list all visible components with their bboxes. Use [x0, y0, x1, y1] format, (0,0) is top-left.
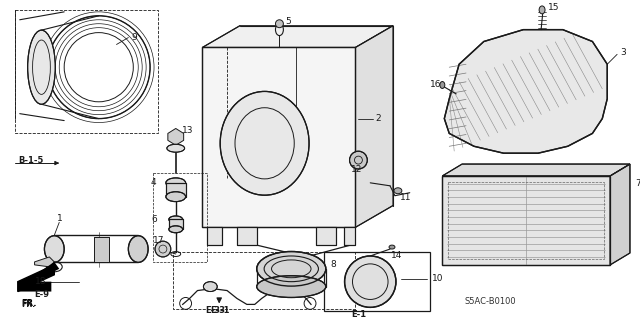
- Polygon shape: [316, 227, 336, 245]
- Text: FR.: FR.: [22, 299, 37, 308]
- Bar: [169, 219, 182, 229]
- Bar: [202, 48, 355, 227]
- Polygon shape: [237, 227, 257, 245]
- Ellipse shape: [539, 6, 545, 14]
- Polygon shape: [18, 265, 54, 292]
- Text: 1: 1: [57, 214, 63, 223]
- Text: E-1: E-1: [351, 310, 366, 319]
- Text: 18: 18: [35, 277, 46, 286]
- Bar: [94, 237, 109, 262]
- Text: 13: 13: [182, 126, 193, 135]
- Ellipse shape: [389, 245, 395, 249]
- Ellipse shape: [440, 82, 445, 88]
- Ellipse shape: [44, 236, 64, 263]
- Ellipse shape: [349, 151, 367, 169]
- Polygon shape: [168, 129, 184, 145]
- Text: 17: 17: [153, 236, 164, 245]
- Text: 3: 3: [620, 48, 626, 57]
- Bar: [153, 173, 207, 262]
- Ellipse shape: [166, 178, 186, 188]
- Text: 15: 15: [548, 4, 559, 12]
- Text: 6: 6: [151, 215, 157, 224]
- Text: FR.: FR.: [22, 300, 36, 309]
- Ellipse shape: [275, 20, 284, 28]
- Ellipse shape: [166, 192, 186, 202]
- Text: 9: 9: [131, 33, 137, 42]
- Bar: [169, 219, 182, 229]
- Polygon shape: [35, 257, 54, 267]
- Bar: [15, 10, 158, 133]
- Text: 5: 5: [285, 17, 291, 26]
- Ellipse shape: [155, 241, 171, 257]
- Bar: [166, 183, 186, 197]
- Ellipse shape: [257, 276, 326, 298]
- Text: 2: 2: [375, 114, 381, 123]
- Bar: [442, 176, 610, 265]
- Text: S5AC-B0100: S5AC-B0100: [464, 297, 516, 306]
- Polygon shape: [344, 227, 355, 245]
- Polygon shape: [18, 262, 60, 292]
- Ellipse shape: [394, 188, 402, 194]
- Text: 7: 7: [635, 179, 640, 188]
- Text: E-3: E-3: [211, 306, 225, 315]
- Text: E-3-1: E-3-1: [205, 306, 230, 315]
- Bar: [173, 252, 355, 309]
- Polygon shape: [442, 164, 630, 176]
- Text: B-1-5: B-1-5: [18, 156, 43, 165]
- Bar: [442, 176, 610, 265]
- Text: 10: 10: [431, 274, 443, 283]
- Text: 8: 8: [331, 260, 337, 269]
- Text: 4: 4: [150, 178, 156, 187]
- Polygon shape: [610, 164, 630, 265]
- Bar: [202, 48, 355, 227]
- Ellipse shape: [169, 226, 182, 233]
- Bar: [448, 182, 604, 259]
- Polygon shape: [355, 26, 393, 227]
- Ellipse shape: [28, 30, 55, 104]
- Bar: [94, 237, 109, 262]
- Text: 12: 12: [351, 166, 362, 174]
- Ellipse shape: [169, 216, 182, 223]
- Text: 11: 11: [400, 193, 412, 202]
- Bar: [166, 183, 186, 197]
- Ellipse shape: [204, 282, 217, 292]
- Ellipse shape: [167, 144, 185, 152]
- Ellipse shape: [344, 256, 396, 308]
- Text: E-9: E-9: [35, 290, 49, 299]
- Polygon shape: [207, 227, 222, 245]
- Ellipse shape: [220, 92, 309, 195]
- Bar: [324, 252, 431, 311]
- Text: 14: 14: [391, 251, 403, 261]
- Ellipse shape: [257, 251, 326, 286]
- Polygon shape: [444, 30, 607, 153]
- Polygon shape: [202, 26, 393, 48]
- Text: 16: 16: [429, 79, 441, 88]
- Ellipse shape: [129, 236, 148, 263]
